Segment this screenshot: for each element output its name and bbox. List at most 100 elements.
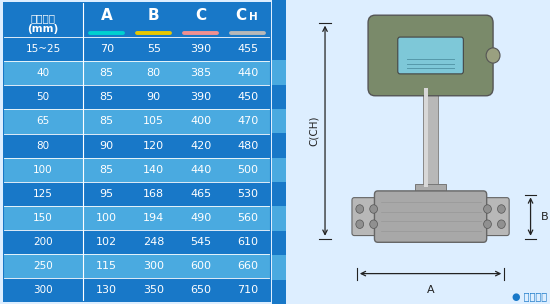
Bar xyxy=(3,133,271,158)
Text: 168: 168 xyxy=(143,189,164,199)
Text: 65: 65 xyxy=(36,116,50,126)
Text: H: H xyxy=(249,12,258,22)
Text: B: B xyxy=(148,8,160,22)
Circle shape xyxy=(486,48,500,63)
Text: 480: 480 xyxy=(237,141,258,150)
Text: 560: 560 xyxy=(237,213,258,223)
FancyBboxPatch shape xyxy=(352,198,381,236)
Text: C: C xyxy=(195,8,206,22)
Bar xyxy=(3,254,271,278)
Text: 85: 85 xyxy=(100,116,114,126)
Bar xyxy=(272,133,286,158)
Text: 440: 440 xyxy=(237,68,258,78)
Text: 610: 610 xyxy=(237,237,258,247)
Bar xyxy=(423,88,438,187)
Bar xyxy=(415,184,446,196)
Bar xyxy=(3,158,271,182)
Text: 465: 465 xyxy=(190,189,211,199)
Text: 130: 130 xyxy=(96,285,117,295)
Bar xyxy=(272,85,286,109)
Bar xyxy=(272,206,286,231)
Text: 390: 390 xyxy=(190,92,211,102)
Text: 102: 102 xyxy=(96,237,117,247)
Text: 470: 470 xyxy=(237,116,258,126)
Text: 650: 650 xyxy=(190,285,211,295)
Text: (mm): (mm) xyxy=(28,24,59,34)
Circle shape xyxy=(483,220,491,229)
Bar xyxy=(3,85,271,109)
Text: 80: 80 xyxy=(147,68,161,78)
Text: 300: 300 xyxy=(143,261,164,271)
Bar xyxy=(272,0,286,36)
Bar xyxy=(3,230,271,254)
Text: 120: 120 xyxy=(143,141,164,150)
Circle shape xyxy=(356,220,364,229)
Text: 100: 100 xyxy=(96,213,117,223)
Circle shape xyxy=(498,205,505,213)
Text: 55: 55 xyxy=(147,44,161,54)
Text: 85: 85 xyxy=(100,92,114,102)
Text: 194: 194 xyxy=(143,213,164,223)
Text: 仪表口径: 仪表口径 xyxy=(30,14,56,24)
Bar xyxy=(272,280,286,304)
Text: 300: 300 xyxy=(33,285,53,295)
Text: 50: 50 xyxy=(36,92,50,102)
Text: 85: 85 xyxy=(100,165,114,175)
Bar xyxy=(272,60,286,85)
Text: 545: 545 xyxy=(190,237,211,247)
Bar xyxy=(3,61,271,85)
FancyBboxPatch shape xyxy=(368,15,493,96)
Text: 140: 140 xyxy=(143,165,164,175)
Text: 90: 90 xyxy=(147,92,161,102)
Bar xyxy=(272,231,286,255)
Bar xyxy=(272,109,286,133)
Circle shape xyxy=(483,205,491,213)
Bar xyxy=(3,182,271,206)
Text: 95: 95 xyxy=(100,189,114,199)
Bar xyxy=(3,278,271,302)
Text: 250: 250 xyxy=(33,261,53,271)
Circle shape xyxy=(370,205,377,213)
Text: 455: 455 xyxy=(237,44,258,54)
FancyBboxPatch shape xyxy=(375,191,487,242)
Bar xyxy=(272,182,286,206)
Bar xyxy=(3,109,271,133)
Text: 660: 660 xyxy=(237,261,258,271)
Text: 105: 105 xyxy=(143,116,164,126)
Text: 15~25: 15~25 xyxy=(25,44,60,54)
Text: C: C xyxy=(235,8,246,22)
Bar xyxy=(272,158,286,182)
Text: 350: 350 xyxy=(143,285,164,295)
Circle shape xyxy=(498,220,505,229)
Text: 125: 125 xyxy=(33,189,53,199)
Text: A: A xyxy=(427,285,434,295)
Circle shape xyxy=(356,205,364,213)
Text: 115: 115 xyxy=(96,261,117,271)
Text: 530: 530 xyxy=(237,189,258,199)
Text: 450: 450 xyxy=(237,92,258,102)
Text: ● 常规仪表: ● 常规仪表 xyxy=(512,291,547,301)
Text: 600: 600 xyxy=(190,261,211,271)
Text: 200: 200 xyxy=(33,237,53,247)
Text: 420: 420 xyxy=(190,141,211,150)
Bar xyxy=(3,206,271,230)
Text: A: A xyxy=(101,8,113,22)
FancyBboxPatch shape xyxy=(480,198,509,236)
Text: 70: 70 xyxy=(100,44,114,54)
Bar xyxy=(272,255,286,280)
Circle shape xyxy=(370,220,377,229)
Text: 390: 390 xyxy=(190,44,211,54)
FancyBboxPatch shape xyxy=(398,37,463,74)
Text: 710: 710 xyxy=(237,285,258,295)
Text: 100: 100 xyxy=(33,165,53,175)
Text: 440: 440 xyxy=(190,165,211,175)
Bar xyxy=(3,2,271,37)
Text: C(CH): C(CH) xyxy=(309,116,319,146)
Bar xyxy=(272,36,286,60)
Text: 90: 90 xyxy=(100,141,114,150)
Text: 385: 385 xyxy=(190,68,211,78)
Text: B: B xyxy=(541,212,548,222)
Text: 248: 248 xyxy=(143,237,164,247)
Text: 40: 40 xyxy=(36,68,50,78)
Text: 500: 500 xyxy=(237,165,258,175)
